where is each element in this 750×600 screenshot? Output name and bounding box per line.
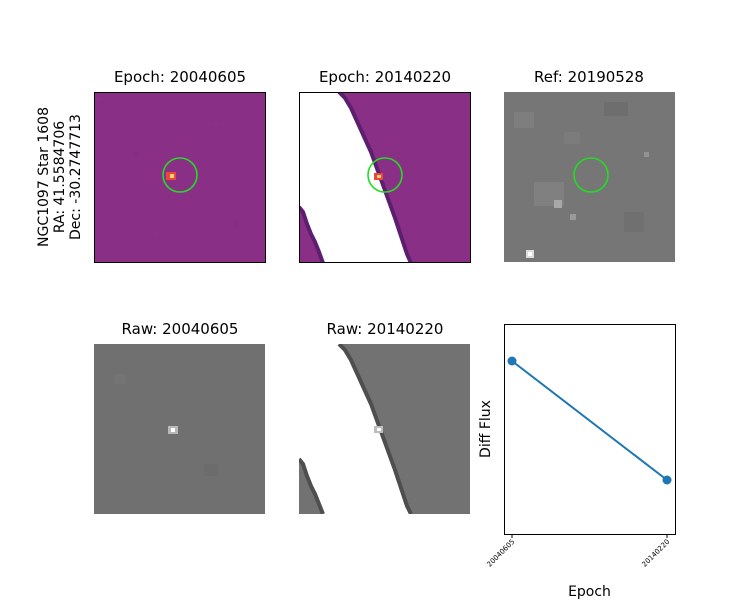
data-point xyxy=(663,476,672,485)
chart-frame xyxy=(505,325,676,535)
data-point xyxy=(508,357,517,366)
x-tick-label: 20040605 xyxy=(486,538,517,569)
x-tick-label: 20140220 xyxy=(641,538,672,569)
x-axis-label: Epoch xyxy=(568,584,611,600)
series-line xyxy=(512,361,667,480)
y-axis-label: Diff Flux xyxy=(478,400,494,458)
